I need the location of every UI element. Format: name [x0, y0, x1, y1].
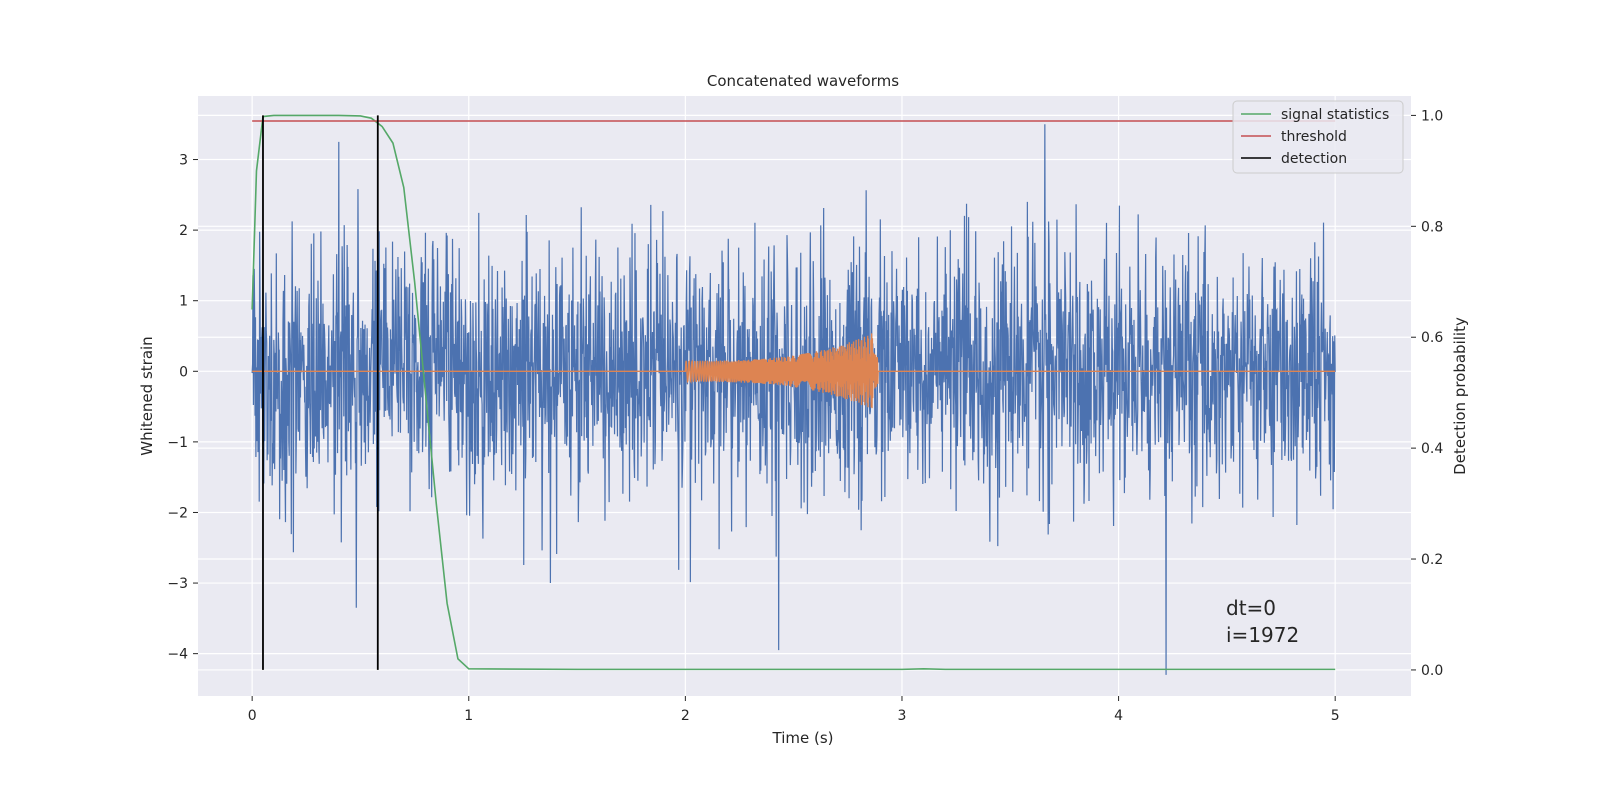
axes: 0 1 2 3 4 5 −4 −3 −2 −1 0 1 2 3 0.0 0.2 0.4 0.6 0.8 1.0: [167, 108, 1443, 724]
y-tick-label: 0: [179, 364, 188, 380]
detection-probability-series: [251, 114, 1336, 671]
x-tick-label: 4: [1114, 708, 1123, 724]
chart-title: Concatenated waveforms: [707, 72, 899, 90]
y-tick-label: −1: [167, 435, 188, 451]
x-tick-label: 3: [898, 708, 907, 724]
x-axis-label: Time (s): [772, 729, 834, 747]
y-axis-label: Whitened strain: [138, 336, 156, 455]
y-tick-label: 1: [179, 294, 188, 310]
x-tick-label: 0: [248, 708, 257, 724]
x-tick-label: 1: [464, 708, 473, 724]
signal-statistics-line: [251, 114, 1336, 671]
y-right-tick-label: 0.4: [1421, 441, 1443, 457]
x-tick-label: 2: [681, 708, 690, 724]
y-tick-label: 3: [179, 153, 188, 169]
legend-label-threshold: threshold: [1281, 129, 1347, 145]
y-tick-label: −3: [167, 576, 188, 592]
x-tick-label: 5: [1331, 708, 1340, 724]
y-right-tick-label: 0.8: [1421, 219, 1443, 235]
y-right-tick-label: 0.6: [1421, 330, 1443, 346]
legend-box: [1232, 100, 1404, 174]
legend: signal statistics threshold detection: [1232, 100, 1404, 174]
annotation-dt: dt=0: [1226, 596, 1276, 620]
y-tick-label: −2: [167, 505, 188, 521]
y-tick-label: −4: [167, 647, 188, 663]
annotation-index: i=1972: [1226, 623, 1299, 647]
y-right-tick-label: 0.0: [1421, 663, 1443, 679]
legend-label-detection: detection: [1281, 151, 1347, 167]
y-right-axis-label: Detection probability: [1451, 317, 1469, 475]
injected-chirp-line: [252, 333, 1336, 409]
y-right-tick-label: 0.2: [1421, 552, 1443, 568]
y-right-tick-label: 1.0: [1421, 108, 1443, 124]
legend-label-signal-statistics: signal statistics: [1281, 107, 1389, 123]
injected-chirp-series: [252, 333, 1336, 409]
y-tick-label: 2: [179, 223, 188, 239]
